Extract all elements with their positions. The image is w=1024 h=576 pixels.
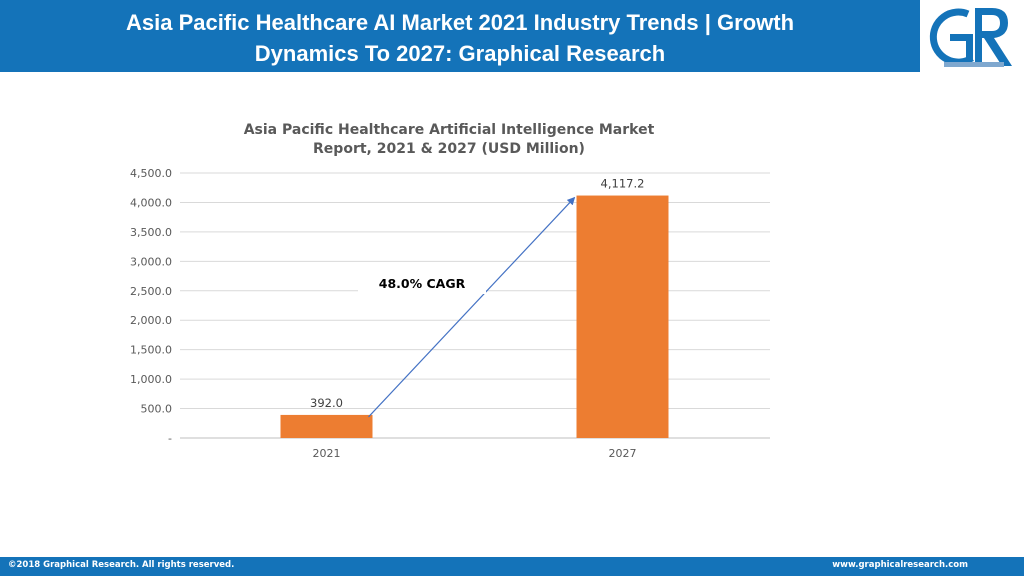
y-tick-label: -	[168, 432, 172, 445]
cagr-label-background	[358, 272, 486, 294]
gridlines	[180, 172, 770, 439]
y-tick-label: 3,500.0	[130, 226, 172, 239]
data-label-2021: 392.0	[310, 396, 343, 410]
y-tick-label: 1,000.0	[130, 373, 172, 386]
x-tick-label-2027: 2027	[609, 447, 637, 460]
bar-2021	[280, 414, 373, 438]
page-title-line2: Dynamics To 2027: Graphical Research	[254, 41, 666, 66]
bars	[280, 195, 669, 438]
page-title-line1: Asia Pacific Healthcare AI Market 2021 I…	[125, 10, 795, 35]
y-tick-label: 1,500.0	[130, 344, 172, 357]
y-tick-label: 4,000.0	[130, 196, 172, 209]
website-link[interactable]: www.graphicalresearch.com	[832, 560, 968, 570]
y-tick-label: 3,000.0	[130, 255, 172, 268]
annotation-group: 48.0% CAGR	[358, 272, 486, 294]
bar-2027	[576, 195, 669, 438]
y-axis-ticks: - 500.0 1,000.0 1,500.0 2,000.0 2,500.0 3,000.…	[130, 167, 172, 445]
y-tick-label: 2,500.0	[130, 285, 172, 298]
chart-title-line1: Asia Pacific Healthcare Artificial Intel…	[244, 122, 655, 138]
chart: Asia Pacific Healthcare Artificial Intel…	[130, 122, 770, 460]
header-bar: Asia Pacific Healthcare AI Market 2021 I…	[0, 0, 1024, 72]
page-title: Asia Pacific Healthcare AI Market 2021 I…	[0, 7, 920, 69]
cagr-arrow-group	[368, 196, 576, 418]
x-tick-label-2021: 2021	[313, 447, 341, 460]
y-tick-label: 500.0	[141, 403, 173, 416]
y-tick-label: 4,500.0	[130, 167, 172, 180]
footer-bar: ©2018 Graphical Research. All rights res…	[0, 557, 1024, 576]
graphical-research-logo-icon	[920, 0, 1024, 72]
data-label-2027: 4,117.2	[601, 177, 645, 191]
copyright-text: ©2018 Graphical Research. All rights res…	[8, 560, 235, 570]
data-labels: 392.0 4,117.2	[310, 177, 644, 410]
cagr-arrow	[368, 196, 576, 418]
chart-title-line2: Report, 2021 & 2027 (USD Million)	[313, 141, 585, 157]
cagr-label: 48.0% CAGR	[379, 276, 466, 291]
x-axis-ticks: 2021 2027	[313, 447, 637, 460]
y-tick-label: 2,000.0	[130, 314, 172, 327]
